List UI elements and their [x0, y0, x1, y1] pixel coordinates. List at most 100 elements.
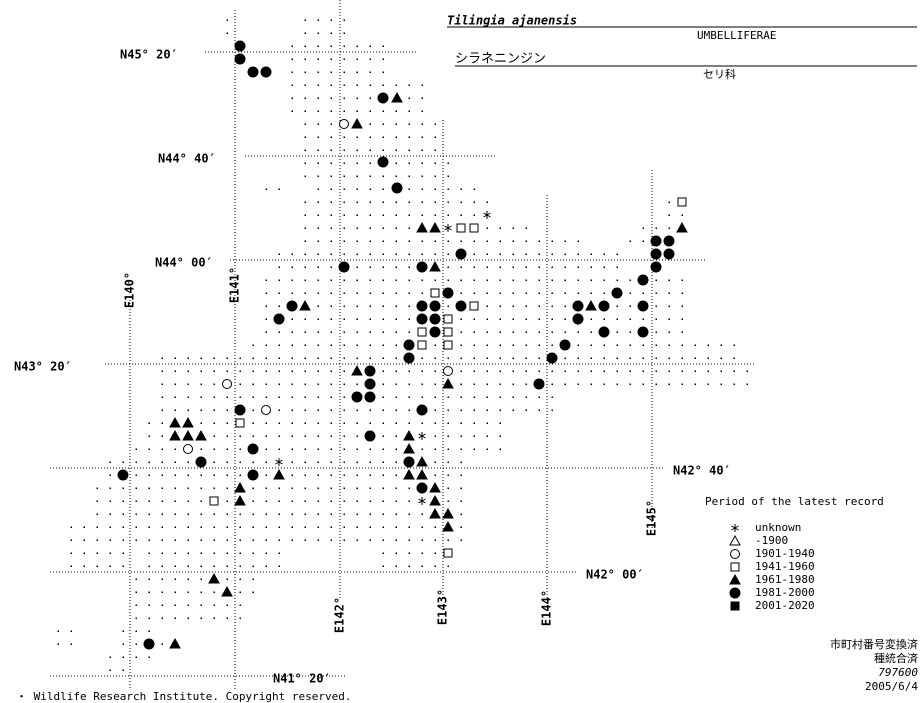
grid-dot: [720, 383, 722, 385]
grid-dot: [408, 487, 410, 489]
grid-dot: [668, 370, 670, 372]
grid-dot: [343, 305, 345, 307]
grid-dot: [356, 162, 358, 164]
grid-dot: [330, 32, 332, 34]
grid-dot: [746, 370, 748, 372]
grid-dot: [408, 539, 410, 541]
grid-dot: [317, 123, 319, 125]
grid-dot: [252, 435, 254, 437]
grid-dot: [629, 344, 631, 346]
grid-dot: [512, 292, 514, 294]
grid-dot: [304, 448, 306, 450]
grid-dot: [239, 357, 241, 359]
grid-dot: [278, 305, 280, 307]
grid-dot: [395, 448, 397, 450]
grid-dot: [551, 240, 553, 242]
grid-dot: [239, 617, 241, 619]
grid-dot: [343, 331, 345, 333]
record-symbol: [221, 585, 233, 597]
record-symbol: [247, 469, 259, 481]
grid-dot: [304, 474, 306, 476]
grid-dot: [174, 565, 176, 567]
grid-dot: [356, 435, 358, 437]
grid-dot: [278, 188, 280, 190]
records: [117, 40, 688, 650]
grid-dot: [161, 409, 163, 411]
grid-dot: [538, 344, 540, 346]
grid-dot: [395, 162, 397, 164]
grid-dot: [304, 513, 306, 515]
record-symbol: [442, 520, 454, 532]
grid-dot: [317, 305, 319, 307]
grid-dot: [395, 214, 397, 216]
grid-dot: [421, 97, 423, 99]
grid-dot: [408, 227, 410, 229]
grid-dot: [187, 578, 189, 580]
grid-dot: [499, 435, 501, 437]
grid-dot: [304, 227, 306, 229]
grid-dot: [408, 188, 410, 190]
grid-dot: [655, 279, 657, 281]
grid-dot: [187, 526, 189, 528]
grid-dot: [265, 331, 267, 333]
grid-dot: [278, 344, 280, 346]
record-symbol: [391, 91, 403, 103]
grid-dot: [447, 266, 449, 268]
grid-dot: [382, 344, 384, 346]
grid-dot: [304, 201, 306, 203]
record-symbol: [559, 339, 571, 351]
grid-dot: [278, 331, 280, 333]
grid-dot: [161, 474, 163, 476]
grid-dot: [395, 136, 397, 138]
grid-dot: [252, 591, 254, 593]
grid-dot: [330, 461, 332, 463]
record-symbol: [117, 469, 129, 481]
grid-dot: [200, 578, 202, 580]
grid-dot: [447, 422, 449, 424]
grid-dot: [694, 383, 696, 385]
grid-dot: [473, 409, 475, 411]
grid-dot: [148, 526, 150, 528]
grid-dot: [317, 409, 319, 411]
grid-dot: [447, 500, 449, 502]
grid-dot: [239, 578, 241, 580]
grid-dot: [421, 513, 423, 515]
footer-line: 2005/6/4: [865, 680, 918, 693]
grid-dot: [434, 474, 436, 476]
grid-dot: [642, 318, 644, 320]
grid-dot: [681, 318, 683, 320]
grid-dot: [421, 201, 423, 203]
grid-dot: [538, 357, 540, 359]
grid-dot: [252, 461, 254, 463]
grid-dot: [70, 552, 72, 554]
grid-dot: [330, 409, 332, 411]
record-symbol: [650, 235, 662, 247]
grid-dot: [447, 409, 449, 411]
grid-dot: [408, 253, 410, 255]
grid-dot: [343, 45, 345, 47]
grid-dot: [447, 279, 449, 281]
grid-dot: [148, 656, 150, 658]
grid-dot: [252, 383, 254, 385]
grid-dot: [278, 266, 280, 268]
grid-dot: [590, 292, 592, 294]
grid-dot: [343, 539, 345, 541]
grid-dot: [629, 383, 631, 385]
grid-dot: [226, 357, 228, 359]
grid-dot: [720, 357, 722, 359]
grid-dot: [616, 370, 618, 372]
grid-dot: [330, 448, 332, 450]
grid-dot: [668, 383, 670, 385]
grid-dot: [369, 45, 371, 47]
grid-dot: [304, 422, 306, 424]
grid-dot: [473, 344, 475, 346]
grid-dot: [525, 396, 527, 398]
grid-dot: [291, 500, 293, 502]
grid-dot: [616, 305, 618, 307]
grid-dot: [694, 370, 696, 372]
grid-dot: [473, 396, 475, 398]
grid-dot: [369, 513, 371, 515]
record-symbol: [429, 300, 441, 312]
grid-dot: [395, 526, 397, 528]
grid-dot: [525, 344, 527, 346]
